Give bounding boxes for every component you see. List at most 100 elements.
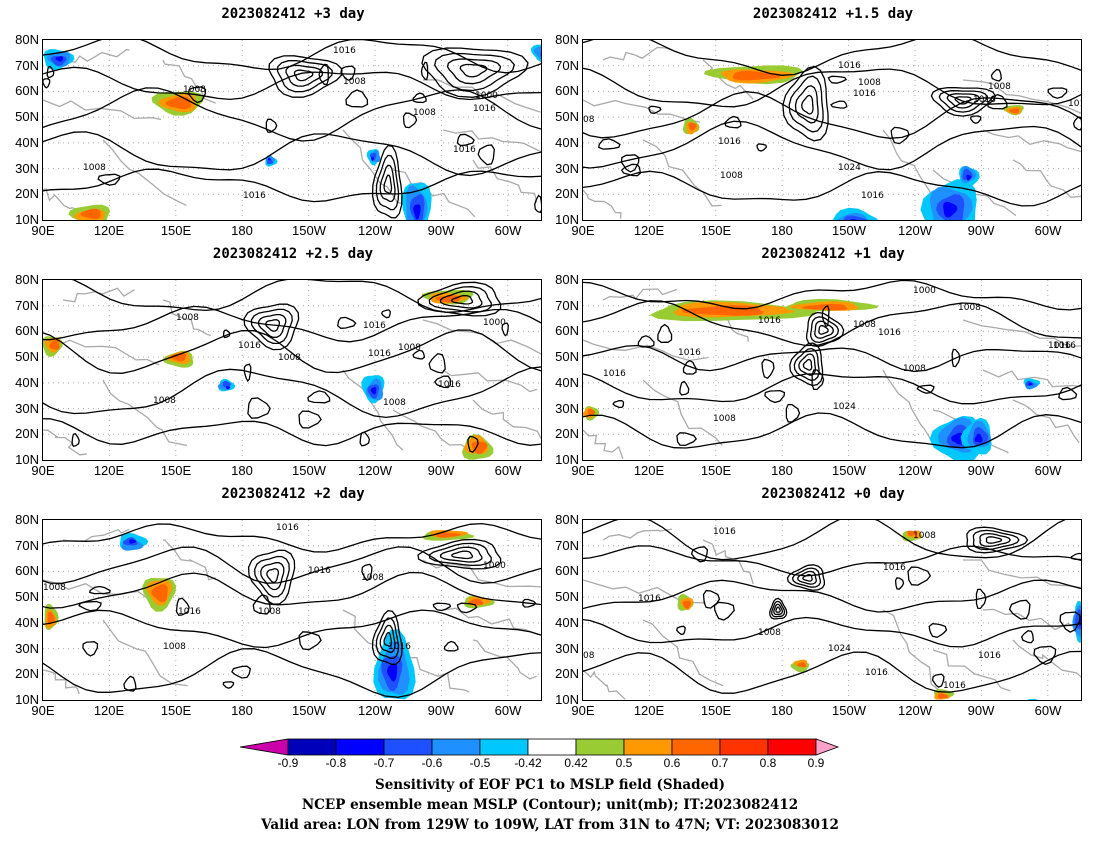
contour-label: 1016 [973,95,996,105]
colorbar-swatch [479,738,529,756]
panel-title-2: 2023082412 +1.5 day [752,6,914,22]
map-canvas: 1016 1016 1008 1000 1016 1008 1008 1016 1008 [43,520,541,700]
lat-tick-label: 80N [555,512,579,527]
lon-tick-label: 150E [700,703,732,718]
lat-tick-label: 60N [555,563,579,579]
lat-tick-label: 30N [15,640,39,656]
lon-tick-label: 150E [160,703,192,718]
mslp-contours [583,40,1081,207]
lat-tick-label: 70N [555,57,579,73]
lat-tick-label: 60N [15,563,39,579]
contour-label: 1008 [163,642,186,652]
mslp-contours [583,520,1081,694]
contour-label: 1008 [988,82,1011,92]
mslp-contours [43,40,541,219]
lat-tick-label: 80N [15,272,39,287]
lat-tick-label: 20N [555,186,579,202]
contour-label: 1016 [678,348,701,358]
colorbar-swatch [335,738,385,756]
colorbar-swatch [767,738,817,756]
contour-label: 1016 [1053,341,1076,351]
lon-tick-label: 120E [93,703,125,718]
lon-tick-label: 180 [771,703,793,718]
contour-label: 1008 [903,364,926,374]
contour-label: 1000 [483,318,506,328]
contour-label: 1016 [1068,99,1081,109]
lon-tick-label: 180 [231,463,253,478]
lon-tick-label: 90W [427,703,455,718]
colorbar-swatch [431,738,481,756]
lat-tick-label: 50N [555,109,579,125]
contour-label: 1008 [398,343,421,353]
contour-label: 1008 [258,607,281,617]
contour-label: 1016 [1048,341,1071,351]
lat-tick-label: 60N [555,83,579,99]
lat-tick-label: 50N [15,589,39,605]
lon-tick-label: 120W [898,463,932,478]
lat-tick-label: 20N [15,426,39,442]
contour-label: 1000 [483,561,506,571]
contour-label: 1016 [363,321,386,331]
lon-tick-label: 150W [292,703,326,718]
lat-tick-label: 40N [555,374,579,390]
colorbar-tick-label: 0.5 [615,756,633,770]
lon-tick-label: 90E [31,703,55,718]
lon-tick-label: 120W [358,703,392,718]
contour-label: 1008 [343,77,366,87]
sensitivity-shading [583,298,1041,460]
lat-tick-label: 10N [555,692,579,707]
lon-tick-label: 150W [292,463,326,478]
colorbar-swatch [671,738,721,756]
lon-tick-label: 120E [93,463,125,478]
lat-tick-label: 10N [555,452,579,467]
contour-label: 1016 [838,61,861,71]
lon-tick-label: 90E [571,463,595,478]
lat-tick-label: 60N [555,323,579,339]
contour-label: 1016 [178,607,201,617]
caption-line-3: Valid area: LON from 129W to 109W, LAT f… [261,817,839,833]
lat-tick-label: 30N [555,400,579,416]
contour-label: 1008 [278,353,301,363]
contour-label: 1008 [858,78,881,88]
contour-label: 1016 [865,668,888,678]
lat-tick-label: 10N [15,452,39,467]
lat-tick-label: 10N [15,212,39,227]
lon-tick-label: 60W [1034,463,1062,478]
lon-tick-label: 60W [494,463,522,478]
lon-tick-label: 120W [898,703,932,718]
contour-label: 1016 [333,46,356,56]
colorbar-tick-label: -0.9 [277,756,299,770]
map-canvas: 1016100810161008101610161016102410081016… [583,40,1081,220]
contour-label: 1024 [828,644,851,654]
contour-label: 1016 [453,145,476,155]
lon-tick-label: 90W [967,463,995,478]
lon-tick-label: 60W [494,703,522,718]
lat-tick-label: 80N [555,32,579,47]
lon-tick-label: 120E [633,703,665,718]
lon-tick-label: 150E [160,463,192,478]
lon-tick-label: 60W [494,223,522,238]
lat-tick-label: 80N [15,512,39,527]
lon-tick-label: 120W [358,223,392,238]
colorbar-tick-label: 0.9 [807,756,825,770]
lon-tick-label: 180 [231,703,253,718]
contour-label: 1016 [473,104,496,114]
lon-tick-label: 180 [231,223,253,238]
colorbar-swatch [527,738,577,756]
colorbar-arrow-right [815,738,840,756]
contour-label: 1016 [978,651,1001,661]
contour-label: 1016 [713,527,736,537]
contour-label: 1016 [861,191,884,201]
lat-tick-label: 30N [555,640,579,656]
lon-tick-label: 60W [1034,703,1062,718]
contour-label: 1016 [368,349,391,359]
mslp-contours [583,280,1081,449]
lon-tick-label: 90W [967,703,995,718]
contour-label: 1016 [308,566,331,576]
contour-label: 1008 [153,396,176,406]
sensitivity-shading [682,65,1024,220]
colorbar-arrow-left [240,738,289,756]
lon-tick-label: 90E [571,223,595,238]
lon-tick-label: 90W [427,223,455,238]
